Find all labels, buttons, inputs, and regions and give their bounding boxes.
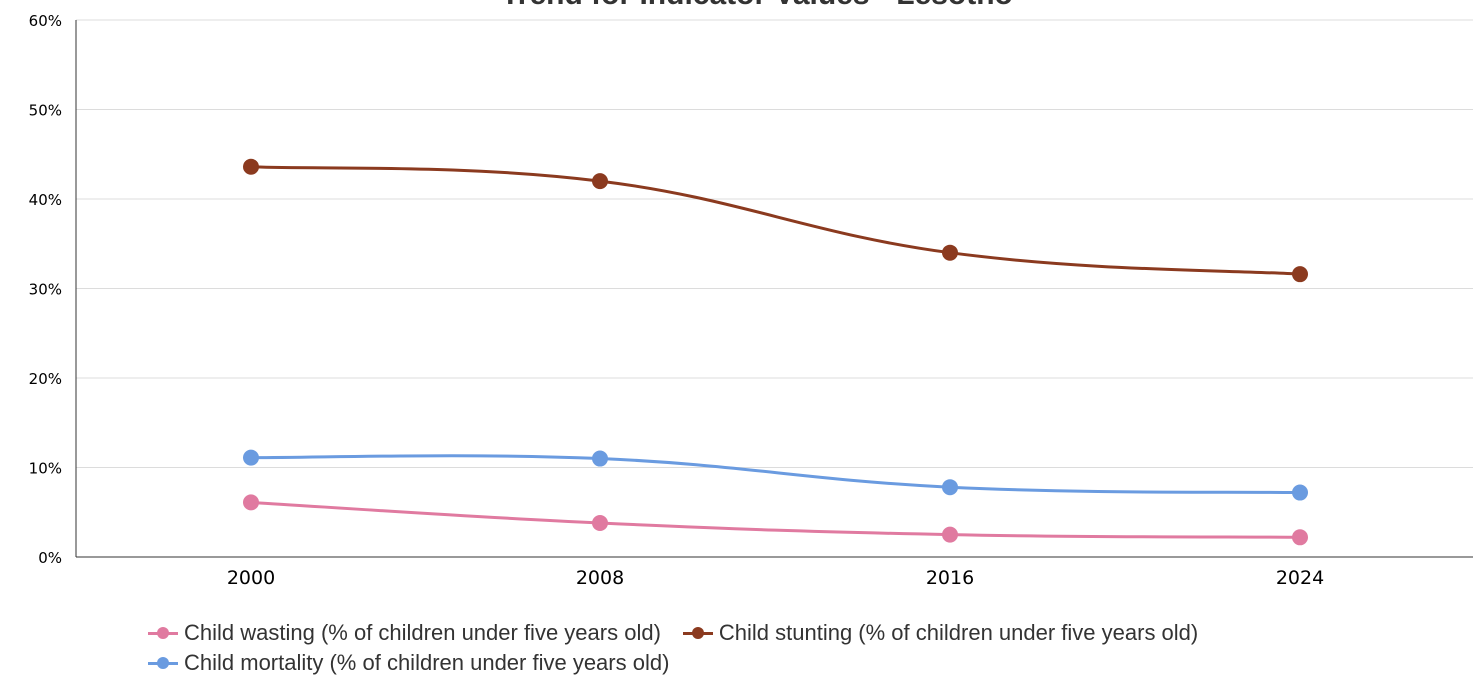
data-point[interactable] <box>942 479 958 496</box>
data-point[interactable] <box>592 514 608 531</box>
series-line <box>249 500 1302 539</box>
legend-row-2: Child mortality (% of children under fiv… <box>148 648 1448 678</box>
y-tick-label: 50% <box>29 102 62 120</box>
data-point[interactable] <box>1292 529 1308 546</box>
y-tick-labels: 0% 10% 20% 30% 40% 50% 60% <box>29 12 62 567</box>
data-point[interactable] <box>243 449 259 466</box>
series-2 <box>243 449 1308 501</box>
x-tick-label: 2000 <box>227 567 275 589</box>
y-tick-label: 0% <box>38 549 62 567</box>
legend-item-child-wasting[interactable]: Child wasting (% of children under five … <box>148 620 661 646</box>
legend: Child wasting (% of children under five … <box>148 618 1448 678</box>
data-point[interactable] <box>1292 484 1308 501</box>
legend-label-child-stunting: Child stunting (% of children under five… <box>718 620 1199 645</box>
y-tick-label: 30% <box>29 281 62 299</box>
data-point[interactable] <box>942 244 958 261</box>
x-tick-label: 2024 <box>1276 567 1324 589</box>
legend-swatch-child-mortality <box>148 656 178 670</box>
series-0 <box>243 494 1308 546</box>
x-tick-labels: 2000 2008 2016 2024 <box>227 567 1324 589</box>
y-tick-label: 60% <box>29 12 62 30</box>
series-line <box>249 165 1302 276</box>
y-tick-label: 40% <box>29 191 62 209</box>
gridlines <box>76 19 1473 468</box>
legend-swatch-child-stunting <box>682 626 713 640</box>
data-point[interactable] <box>243 494 259 511</box>
data-point[interactable] <box>243 158 259 175</box>
x-tick-label: 2008 <box>576 567 624 589</box>
axes <box>75 20 1473 558</box>
data-point[interactable] <box>1292 266 1308 283</box>
chart-title: Trend for Indicator Values - Lesotho <box>501 0 1013 11</box>
legend-row-1: Child wasting (% of children under five … <box>148 618 1448 648</box>
y-tick-label: 20% <box>29 370 62 388</box>
series-line <box>249 454 1302 495</box>
series-1 <box>243 158 1308 283</box>
y-tick-label: 10% <box>29 460 62 478</box>
legend-swatch-child-wasting <box>148 626 178 640</box>
data-point[interactable] <box>592 173 608 190</box>
legend-item-child-stunting[interactable]: Child stunting (% of children under five… <box>682 620 1199 646</box>
data-point[interactable] <box>592 450 608 467</box>
series-group <box>243 158 1308 546</box>
legend-label-child-wasting: Child wasting (% of children under five … <box>184 620 661 645</box>
x-tick-label: 2016 <box>926 567 974 589</box>
legend-item-child-mortality[interactable]: Child mortality (% of children under fiv… <box>148 650 669 676</box>
data-point[interactable] <box>942 526 958 543</box>
legend-label-child-mortality: Child mortality (% of children under fiv… <box>184 650 670 675</box>
